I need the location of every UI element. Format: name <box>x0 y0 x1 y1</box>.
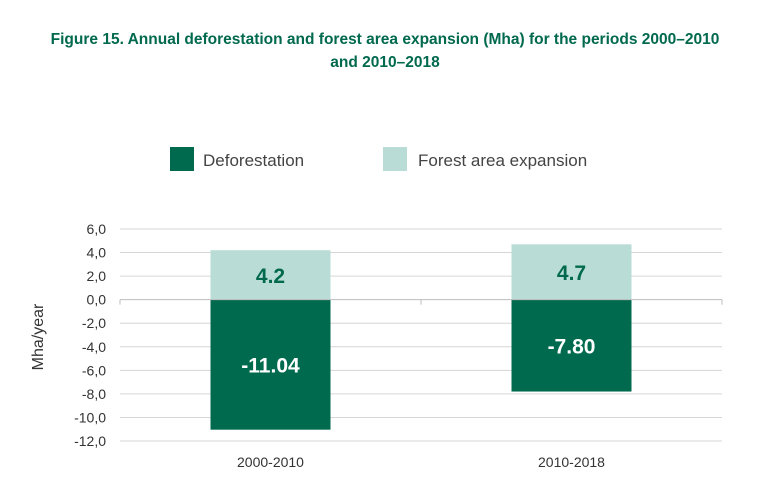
y-tick-label: 0,0 <box>87 292 107 308</box>
legend-swatch-forest-area-expansion <box>383 147 407 171</box>
y-tick-label: -10,0 <box>74 409 106 425</box>
y-tick-label: -4,0 <box>82 339 106 355</box>
axes: 6,0 4,0 2,0 0,0 -2,0 -4,0 -6,0 -8,0 -10,0 -12,0 20… <box>74 221 723 470</box>
x-tick-label: 2000-2010 <box>237 454 304 470</box>
bar-forest-area-expansion-2000-2010 <box>210 250 331 300</box>
chart-title: Figure 15. Annual deforestation and fore… <box>0 28 770 74</box>
chart-title-line2: and 2010–2018 <box>330 54 440 71</box>
legend: Deforestation Forest area expansion <box>170 147 587 171</box>
legend-swatch-deforestation <box>170 147 194 171</box>
y-tick-label: 4,0 <box>87 245 107 261</box>
y-axis-label: Mha/year <box>30 303 47 370</box>
chart-title-line1: Figure 15. Annual deforestation and fore… <box>50 31 720 48</box>
y-tick-label: 2,0 <box>87 268 107 284</box>
y-tick-label: -8,0 <box>82 386 106 402</box>
bar-deforestation-2010-2018 <box>511 299 632 392</box>
y-tick-label: -2,0 <box>82 315 106 331</box>
bar-deforestation-2000-2010 <box>210 299 331 430</box>
data-label: -11.04 <box>241 355 300 378</box>
data-label: 4.2 <box>256 265 285 288</box>
y-tick-label: -6,0 <box>82 362 106 378</box>
bar-forest-area-expansion-2010-2018 <box>511 244 632 300</box>
y-tick-label: 6,0 <box>87 221 107 237</box>
gridlines <box>120 228 722 442</box>
y-tick-label: -12,0 <box>74 433 106 449</box>
bars: -11.04 4.2 -7.80 4.7 <box>210 244 632 430</box>
legend-label-deforestation: Deforestation <box>203 151 304 170</box>
data-label: -7.80 <box>548 336 596 359</box>
data-label: 4.7 <box>557 262 586 285</box>
legend-label-forest-area-expansion: Forest area expansion <box>418 151 587 170</box>
x-tick-label: 2010-2018 <box>538 454 605 470</box>
